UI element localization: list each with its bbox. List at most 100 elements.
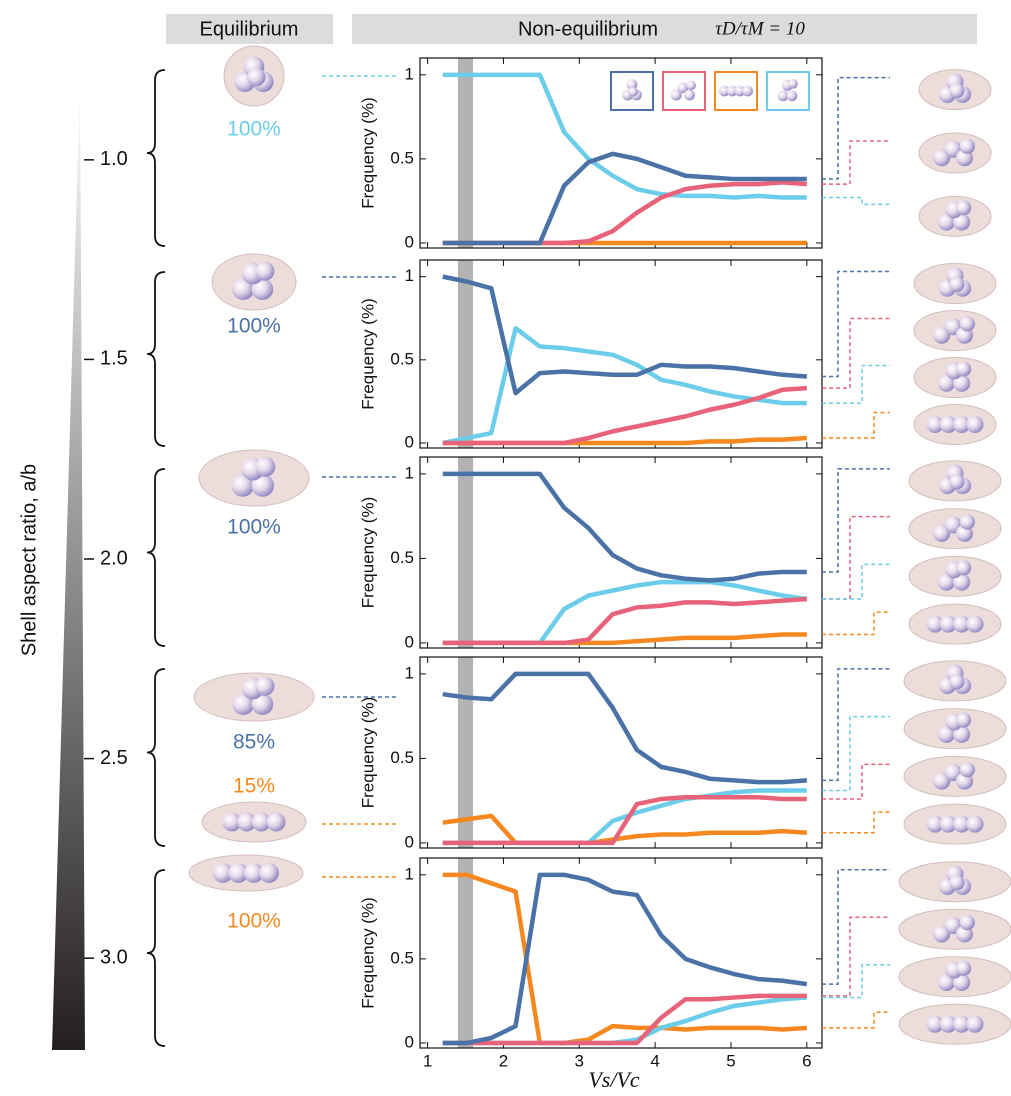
- connector: [822, 965, 890, 998]
- equilibrium-percent: 100%: [227, 118, 281, 141]
- y-tick-label: 0.5: [390, 548, 414, 567]
- particle-icon: [909, 604, 1001, 644]
- aspect-tick-label: 1.0: [100, 148, 128, 170]
- x-tick-label: 5: [726, 1051, 735, 1070]
- y-axis-label: Frequency (%): [358, 298, 377, 409]
- aspect-tick-label: 3.0: [100, 946, 128, 968]
- connector: [822, 366, 890, 404]
- connector: [822, 612, 890, 634]
- x-tick-label: 6: [802, 1051, 811, 1070]
- brace: [147, 870, 165, 1046]
- particle: [949, 83, 964, 98]
- y-tick-label: 0: [405, 1032, 414, 1051]
- series-line: [443, 875, 807, 1043]
- x-tick-label: 2: [499, 1051, 508, 1070]
- particle: [788, 79, 798, 89]
- y-axis-label: Frequency (%): [358, 897, 377, 1008]
- particle: [686, 81, 696, 91]
- series-line: [443, 875, 807, 1043]
- series-line: [443, 474, 807, 580]
- particle: [628, 87, 638, 97]
- connector: [822, 1012, 890, 1028]
- series-line: [443, 182, 807, 243]
- plot-frame: [420, 457, 822, 648]
- equilibrium-percent: 100%: [227, 910, 281, 933]
- particle-icon: [904, 661, 1006, 701]
- y-tick-label: 0: [405, 432, 414, 451]
- particle-icon: [899, 909, 1011, 949]
- particle-icon: [909, 509, 1001, 549]
- particle: [960, 514, 975, 529]
- y-tick-label: 0: [405, 632, 414, 651]
- connector: [822, 517, 890, 599]
- connector: [822, 717, 890, 791]
- highlight-band: [458, 58, 473, 248]
- particle-icon: [194, 673, 314, 721]
- particle: [259, 863, 279, 883]
- particle: [956, 200, 971, 215]
- particle: [966, 616, 983, 633]
- particle: [956, 961, 971, 976]
- particle: [949, 674, 964, 689]
- particle-icon: [909, 556, 1001, 596]
- particle-icon: [904, 756, 1006, 796]
- particle-icon: [919, 133, 991, 173]
- particle-icon: [919, 70, 991, 110]
- header-box: [352, 14, 977, 44]
- series-line: [443, 674, 807, 782]
- connector: [822, 764, 890, 799]
- aspect-tick-label: 1.5: [100, 348, 128, 370]
- particle-icon: [899, 862, 1011, 902]
- particle: [949, 875, 964, 890]
- equilibrium-percent: 100%: [227, 315, 281, 338]
- series-line: [443, 277, 807, 393]
- connector: [822, 564, 890, 599]
- connector: [822, 198, 890, 205]
- aspect-axis-label: Shell aspect ratio, a/b: [18, 464, 40, 656]
- particle: [786, 90, 797, 101]
- particle-icon: [899, 957, 1011, 997]
- connector: [822, 141, 890, 184]
- y-tick-label: 1: [405, 864, 414, 883]
- particle-icon: [904, 804, 1006, 844]
- particle: [949, 474, 964, 489]
- connector: [822, 272, 890, 377]
- particle-icon: [914, 264, 996, 304]
- particle: [956, 361, 971, 376]
- header-ratio: τD/τM = 10: [715, 18, 805, 39]
- highlight-band: [458, 457, 473, 648]
- connector: [822, 469, 890, 572]
- connector: [822, 78, 890, 179]
- particle: [956, 560, 971, 575]
- particle: [247, 68, 265, 86]
- particle-icon: [224, 46, 284, 106]
- y-axis-label: Frequency (%): [358, 497, 377, 608]
- particle-icon: [914, 405, 996, 445]
- particle: [949, 277, 964, 292]
- connector: [822, 319, 890, 389]
- y-tick-label: 0: [405, 232, 414, 251]
- particle-icon: [919, 196, 991, 236]
- particle: [966, 816, 983, 833]
- y-axis-label: Frequency (%): [358, 697, 377, 808]
- particle: [956, 712, 971, 727]
- particle: [960, 139, 975, 154]
- particle: [267, 813, 286, 832]
- equilibrium-percent: 100%: [227, 516, 281, 539]
- x-tick-label: 1: [423, 1051, 432, 1070]
- particle-icon: [909, 461, 1001, 501]
- legend-icon: [719, 86, 753, 97]
- aspect-wedge: [52, 80, 85, 1050]
- y-tick-label: 0.5: [390, 748, 414, 767]
- particle: [960, 316, 975, 331]
- y-tick-label: 0.5: [390, 948, 414, 967]
- particle-icon: [904, 709, 1006, 749]
- particle: [742, 86, 753, 97]
- y-tick-label: 0.5: [390, 148, 414, 167]
- header-equilibrium: Equilibrium: [200, 18, 299, 40]
- aspect-tick-label: 2.5: [100, 747, 128, 769]
- brace: [147, 272, 165, 446]
- particle: [966, 1016, 983, 1033]
- header-non-equilibrium: Non-equilibrium: [518, 18, 658, 40]
- particle-icon: [914, 358, 996, 398]
